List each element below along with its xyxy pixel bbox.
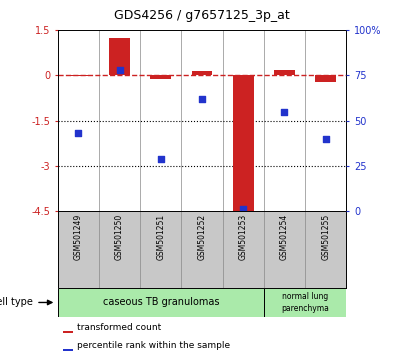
Point xyxy=(75,131,82,136)
Bar xyxy=(274,70,295,75)
Point xyxy=(199,96,205,102)
Text: GSM501253: GSM501253 xyxy=(239,213,248,260)
Text: caseous TB granulomas: caseous TB granulomas xyxy=(103,297,219,308)
Bar xyxy=(109,38,130,75)
Point xyxy=(116,67,123,73)
Text: GSM501251: GSM501251 xyxy=(156,213,165,260)
Point xyxy=(158,156,164,161)
Text: GSM501250: GSM501250 xyxy=(115,213,124,260)
Bar xyxy=(68,75,89,76)
Bar xyxy=(264,288,346,317)
Bar xyxy=(233,75,254,211)
Bar xyxy=(150,75,171,79)
Point xyxy=(240,207,246,212)
Text: GSM501249: GSM501249 xyxy=(74,213,83,260)
Text: GDS4256 / g7657125_3p_at: GDS4256 / g7657125_3p_at xyxy=(114,9,290,22)
Text: GSM501254: GSM501254 xyxy=(280,213,289,260)
Text: GSM501255: GSM501255 xyxy=(321,213,330,260)
Bar xyxy=(315,75,336,82)
Bar xyxy=(192,71,212,75)
Point xyxy=(281,109,288,114)
Text: GSM501252: GSM501252 xyxy=(197,213,207,260)
Text: percentile rank within the sample: percentile rank within the sample xyxy=(77,341,230,350)
Bar xyxy=(63,331,73,333)
Text: normal lung
parenchyma: normal lung parenchyma xyxy=(281,292,329,313)
Bar xyxy=(58,288,264,317)
Point xyxy=(322,136,329,142)
Text: cell type: cell type xyxy=(0,297,33,308)
Bar xyxy=(63,349,73,351)
Text: transformed count: transformed count xyxy=(77,323,161,332)
